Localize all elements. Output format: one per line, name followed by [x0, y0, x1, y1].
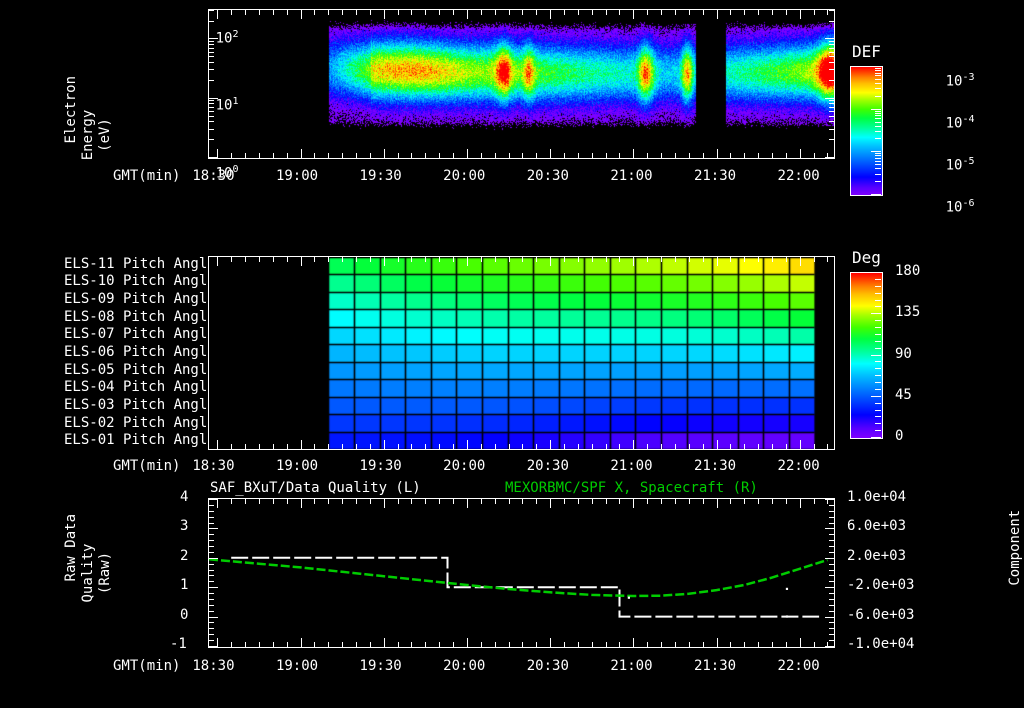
colorbar-deg-label: 0 — [895, 428, 904, 444]
panel2-row-label: ELS-11 Pitch Angle — [64, 255, 216, 272]
data-quality-trace — [231, 556, 820, 618]
xtick-label: 19:30 — [359, 458, 402, 474]
panel2-row-label: ELS-08 Pitch Angle — [64, 308, 216, 325]
panel3-ytick-left: -1 — [170, 636, 187, 652]
panel2-plot-frame — [208, 256, 835, 450]
panel2-row-label: ELS-03 Pitch Angle — [64, 396, 216, 413]
panel2-row-label: ELS-05 Pitch Angle — [64, 361, 216, 378]
trace-marker — [627, 596, 630, 599]
xtick-label: 20:00 — [443, 458, 486, 474]
trace-marker — [785, 615, 789, 618]
colorbar-def-label-3: 10-3 — [945, 72, 975, 90]
xtick-label: 21:00 — [610, 658, 653, 674]
xtick-label: 21:30 — [693, 458, 737, 474]
xtick-label: 22:00 — [777, 658, 820, 674]
panel3-ytick-right: 2.0e+03 — [847, 547, 907, 564]
panel3-plot-frame — [208, 498, 835, 648]
panel-pitch-angle: ELS-11 Pitch Angle ELS-10 Pitch Angle ELS-… — [0, 248, 1024, 478]
colorbar-def-ticks — [845, 40, 1024, 240]
xtick-label: 22:00 — [777, 168, 820, 184]
xtick-label: 20:30 — [526, 658, 569, 674]
panel2-xlabel: GMT(min) — [113, 458, 181, 474]
data-quality-line-chart — [209, 556, 828, 618]
panel2-row-label: ELS-01 Pitch Angle — [64, 432, 216, 449]
panel3-ytick-right: 6.0e+03 — [847, 518, 907, 535]
xtick-label: 18:30 — [192, 658, 235, 674]
colorbar-def-title: DEF — [852, 42, 881, 61]
panel1-ytick-1: 101 — [215, 96, 239, 114]
panel1-xtick-labels: 18:30 19:00 19:30 20:00 20:30 21:00 21:30 22:00 — [0, 168, 1024, 188]
electron-energy-spectrogram-canvas — [209, 10, 834, 158]
xtick-label: 22:00 — [777, 458, 820, 474]
panel1-ylabel: Electron Energy (eV) — [63, 76, 113, 161]
xtick-label: 18:30 — [192, 458, 235, 474]
xtick-label: 20:00 — [443, 168, 486, 184]
panel1-xlabel: GMT(min) — [113, 168, 181, 184]
xtick-label: 21:00 — [610, 458, 653, 474]
colorbar-deg-label: 90 — [895, 346, 912, 362]
xtick-label: 21:00 — [610, 168, 653, 184]
xtick-label: 19:30 — [359, 658, 402, 674]
panel3-title-left: SAF_BXuT/Data Quality (L) — [210, 480, 421, 496]
xtick-label: 20:30 — [526, 168, 569, 184]
panel2-row-label: ELS-06 Pitch Angle — [64, 344, 216, 360]
xtick-label: 18:30 — [192, 168, 235, 184]
pitch-angle-grid-canvas — [209, 257, 834, 449]
xtick-label: 20:00 — [443, 658, 486, 674]
colorbar-deg-labels: 0 45 90 135 180 — [845, 248, 1024, 458]
panel3-ytick-right: -6.0e+03 — [847, 606, 915, 623]
colorbar-deg-label: 45 — [895, 387, 912, 403]
panel2-row-label: ELS-09 Pitch Angle — [64, 291, 216, 308]
panel2-row-labels: ELS-11 Pitch Angle ELS-10 Pitch Angle ELS-… — [0, 248, 216, 448]
panel-data-quality: SAF_BXuT/Data Quality (L) MEXORBMC/SPF X… — [0, 478, 1024, 708]
panel3-xtick-labels: 18:30 19:00 19:30 20:00 20:30 21:00 21:30 22:00 — [0, 658, 1024, 678]
panel3-ytick-right: 1.0e+04 — [847, 489, 907, 505]
colorbar-def-label-0: 10-6 — [945, 198, 975, 216]
xtick-label: 19:00 — [275, 168, 319, 184]
panel2-row-label: ELS-04 Pitch Angle — [64, 379, 216, 396]
colorbar-deg: Deg 0 45 90 135 180 — [845, 248, 1024, 458]
colorbar-deg-ticks — [845, 248, 1024, 458]
panel3-ytick-right: -2.0e+03 — [847, 577, 915, 594]
panel3-ytick-labels-right: -1.0e+04 -6.0e+03 -2.0e+03 2.0e+03 6.0e+03 1.… — [835, 478, 1024, 678]
panel3-ytick-left: 0 — [180, 606, 189, 623]
xtick-label: 19:00 — [275, 458, 319, 474]
panel1-plot-frame — [208, 9, 835, 159]
spacecraft-distance-trace — [209, 558, 828, 598]
panel2-xtick-labels: 18:30 19:00 19:30 20:00 20:30 21:00 21:30 22:00 — [0, 458, 1024, 478]
panel3-ytick-labels-left: -1 0 1 2 3 4 — [0, 478, 208, 678]
xtick-label: 19:00 — [275, 658, 319, 674]
panel3-ytick-left: 1 — [180, 577, 189, 594]
panel3-ytick-left: 3 — [180, 518, 189, 535]
xtick-label: 21:30 — [693, 168, 737, 184]
xtick-label: 19:30 — [359, 168, 402, 184]
panel3-title-right: MEXORBMC/SPF X, Spacecraft (R) — [505, 480, 758, 496]
panel3-xlabel: GMT(min) — [113, 658, 181, 674]
colorbar-deg-label: 135 — [895, 304, 921, 320]
panel1-ytick-2: 102 — [215, 29, 239, 47]
panel1-ytick-0: 100 — [215, 164, 239, 182]
panel2-row-label: ELS-07 Pitch Angle — [64, 326, 216, 343]
panel3-ytick-right: -1.0e+04 — [847, 636, 915, 652]
panel2-row-label: ELS-10 Pitch Angle — [64, 273, 216, 290]
panel2-row-label: ELS-02 Pitch Angle — [64, 414, 216, 431]
panel-electron-energy: Electron Energy (eV) 102 101 100 GMT(min… — [0, 0, 1024, 185]
xtick-label: 20:30 — [526, 458, 569, 474]
colorbar-deg-label: 180 — [895, 263, 921, 279]
xtick-label: 21:30 — [693, 658, 737, 674]
colorbar-def-label-2: 10-4 — [945, 114, 975, 132]
colorbar-deg-title: Deg — [852, 248, 881, 267]
trace-marker — [785, 587, 789, 590]
panel3-ytick-left: 4 — [180, 489, 189, 505]
panel3-ytick-left: 2 — [180, 547, 189, 564]
colorbar-def: DEF 10-3 10-4 10-5 10-6 — [845, 40, 1024, 240]
colorbar-def-label-1: 10-5 — [945, 156, 975, 174]
